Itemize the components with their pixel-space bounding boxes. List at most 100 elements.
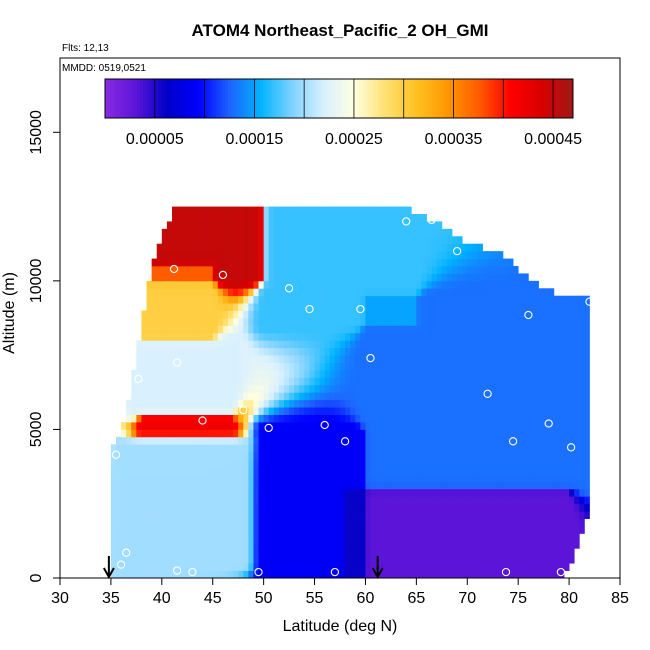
heatmap-cell bbox=[558, 570, 565, 578]
heatmap-cell bbox=[467, 414, 473, 423]
heatmap-cell bbox=[172, 399, 178, 408]
heatmap-cell bbox=[385, 407, 392, 415]
heatmap-cell bbox=[502, 451, 509, 460]
heatmap-cell bbox=[217, 266, 224, 274]
heatmap-cell bbox=[345, 303, 351, 311]
heatmap-cell bbox=[477, 451, 483, 460]
heatmap-cell bbox=[146, 384, 153, 393]
heatmap-cell bbox=[492, 511, 499, 519]
heatmap-cell bbox=[508, 481, 514, 490]
heatmap-cell bbox=[222, 362, 229, 371]
heatmap-cell bbox=[523, 384, 529, 393]
heatmap-cell bbox=[472, 303, 478, 311]
heatmap-cell bbox=[375, 273, 382, 282]
heatmap-cell bbox=[523, 295, 529, 304]
heatmap-cell bbox=[334, 332, 341, 341]
heatmap-cell bbox=[502, 340, 509, 349]
heatmap-cell bbox=[248, 570, 254, 578]
heatmap-cell bbox=[564, 355, 570, 363]
heatmap-cell bbox=[161, 407, 168, 415]
heatmap-cell bbox=[273, 555, 280, 564]
heatmap-cell bbox=[177, 221, 183, 230]
heatmap-cell bbox=[212, 340, 219, 349]
heatmap-cell bbox=[370, 503, 377, 512]
heatmap-cell bbox=[131, 436, 137, 445]
heatmap-cell bbox=[238, 258, 244, 267]
heatmap-cell bbox=[426, 273, 433, 282]
heatmap-cell bbox=[324, 206, 331, 215]
heatmap-cell bbox=[314, 377, 321, 386]
heatmap-cell bbox=[238, 451, 244, 460]
heatmap-cell bbox=[558, 384, 565, 393]
heatmap-cell bbox=[482, 548, 489, 557]
heatmap-cell bbox=[248, 518, 254, 527]
heatmap-cell bbox=[452, 518, 458, 527]
heatmap-cell bbox=[217, 474, 224, 482]
heatmap-cell bbox=[217, 370, 224, 378]
heatmap-cell bbox=[192, 496, 198, 505]
heatmap-cell bbox=[243, 280, 249, 289]
heatmap-cell bbox=[436, 533, 443, 542]
heatmap-cell bbox=[166, 251, 173, 259]
heatmap-cell bbox=[538, 451, 545, 460]
heatmap-cell bbox=[253, 533, 259, 542]
heatmap-cell bbox=[538, 362, 545, 371]
heatmap-cell bbox=[182, 236, 188, 245]
heatmap-cell bbox=[502, 377, 509, 386]
heatmap-cell bbox=[182, 340, 188, 349]
colorbar-swatch bbox=[213, 79, 217, 118]
heatmap-cell bbox=[207, 436, 214, 445]
heatmap-cell bbox=[243, 414, 249, 423]
heatmap-cell bbox=[187, 503, 193, 512]
colorbar-swatch bbox=[368, 79, 372, 118]
heatmap-cell bbox=[146, 332, 153, 341]
heatmap-cell bbox=[253, 481, 259, 490]
heatmap-cell bbox=[238, 518, 244, 527]
heatmap-cell bbox=[187, 399, 193, 408]
heatmap-cell bbox=[558, 518, 565, 527]
heatmap-cell bbox=[222, 251, 229, 259]
heatmap-cell bbox=[370, 266, 377, 274]
heatmap-cell bbox=[172, 511, 178, 519]
heatmap-cell bbox=[396, 332, 402, 341]
heatmap-cell bbox=[202, 392, 209, 401]
heatmap-cell bbox=[421, 407, 427, 415]
heatmap-cell bbox=[538, 392, 545, 401]
heatmap-cell bbox=[121, 429, 127, 438]
colorbar-swatch bbox=[429, 79, 434, 118]
heatmap-cell bbox=[207, 459, 214, 467]
heatmap-cell bbox=[273, 370, 280, 378]
heatmap-cell bbox=[161, 288, 168, 297]
heatmap-cell bbox=[248, 340, 254, 349]
heatmap-cell bbox=[263, 422, 270, 430]
heatmap-cell bbox=[334, 318, 341, 326]
heatmap-cell bbox=[365, 503, 371, 512]
heatmap-cell bbox=[161, 384, 168, 393]
heatmap-cell bbox=[569, 303, 575, 311]
heatmap-cell bbox=[396, 384, 402, 393]
heatmap-cell bbox=[314, 570, 321, 578]
heatmap-cell bbox=[243, 228, 249, 237]
heatmap-cell bbox=[564, 444, 570, 453]
heatmap-cell bbox=[263, 340, 270, 349]
heatmap-cell bbox=[533, 325, 539, 334]
heatmap-cell bbox=[360, 503, 366, 512]
heatmap-cell bbox=[253, 266, 259, 274]
heatmap-cell bbox=[564, 436, 570, 445]
heatmap-cell bbox=[334, 258, 341, 267]
heatmap-cell bbox=[345, 310, 351, 319]
heatmap-cell bbox=[161, 355, 168, 363]
heatmap-cell bbox=[172, 392, 178, 401]
heatmap-cell bbox=[564, 362, 570, 371]
heatmap-cell bbox=[411, 414, 417, 423]
heatmap-cell bbox=[156, 280, 163, 289]
heatmap-cell bbox=[441, 540, 448, 549]
heatmap-cell bbox=[299, 474, 305, 482]
heatmap-cell bbox=[584, 414, 590, 423]
heatmap-cell bbox=[222, 466, 229, 475]
heatmap-cell bbox=[268, 459, 275, 467]
heatmap-cell bbox=[380, 503, 387, 512]
heatmap-cell bbox=[299, 347, 305, 356]
heatmap-cell bbox=[523, 526, 529, 534]
heatmap-cell bbox=[390, 503, 397, 512]
